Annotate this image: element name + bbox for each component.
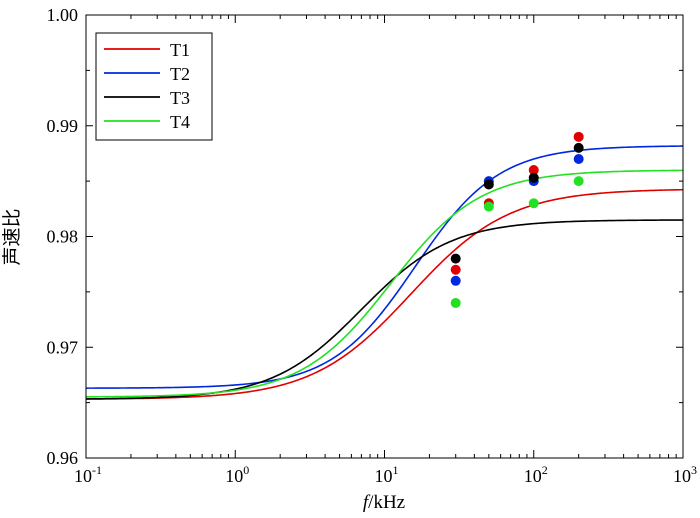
x-tick-label: 101 — [375, 463, 399, 486]
data-point-t1-1 — [450, 264, 461, 275]
y-tick-label: 0.98 — [47, 227, 79, 247]
data-point-t4-3 — [528, 198, 539, 209]
y-tick-label: 1.00 — [47, 5, 79, 25]
legend-label-t1: T1 — [170, 40, 190, 60]
data-point-t4-2 — [483, 201, 494, 212]
x-tick-label: 103 — [673, 463, 697, 486]
x-axis-label-symbol: f — [363, 492, 371, 513]
legend-label-t3: T3 — [170, 88, 190, 108]
data-point-t3-4 — [573, 142, 584, 153]
series-line-t2 — [86, 145, 683, 389]
y-tick-label: 0.99 — [47, 116, 79, 136]
data-point-t1-3 — [528, 165, 539, 176]
legend-box — [95, 32, 213, 141]
y-tick-label: 0.96 — [47, 448, 79, 468]
data-point-t3-1 — [450, 253, 461, 264]
x-tick-label: 100 — [225, 463, 249, 486]
data-point-t2-1 — [450, 275, 461, 286]
legend-label-t2: T2 — [170, 64, 190, 84]
series-line-t1 — [86, 188, 683, 400]
data-point-t4-4 — [573, 176, 584, 187]
data-point-t3-2 — [483, 179, 494, 190]
data-point-t4-1 — [450, 297, 461, 308]
x-tick-label: 10-1 — [74, 463, 102, 486]
series-line-t4 — [86, 169, 683, 398]
data-point-t3-3 — [528, 172, 539, 183]
y-axis-label: 声速比 — [1, 208, 23, 265]
legend: T1 T2 T3 T4 — [95, 32, 213, 141]
x-axis-label: f/kHz — [363, 492, 405, 513]
x-tick-label: 102 — [524, 463, 548, 486]
y-tick-label: 0.97 — [47, 337, 79, 357]
data-point-t2-4 — [573, 153, 584, 164]
legend-label-t4: T4 — [170, 112, 190, 132]
x-axis-label-unit: /kHz — [368, 492, 405, 513]
data-point-t1-4 — [573, 131, 584, 142]
series-line-t3 — [86, 219, 683, 400]
